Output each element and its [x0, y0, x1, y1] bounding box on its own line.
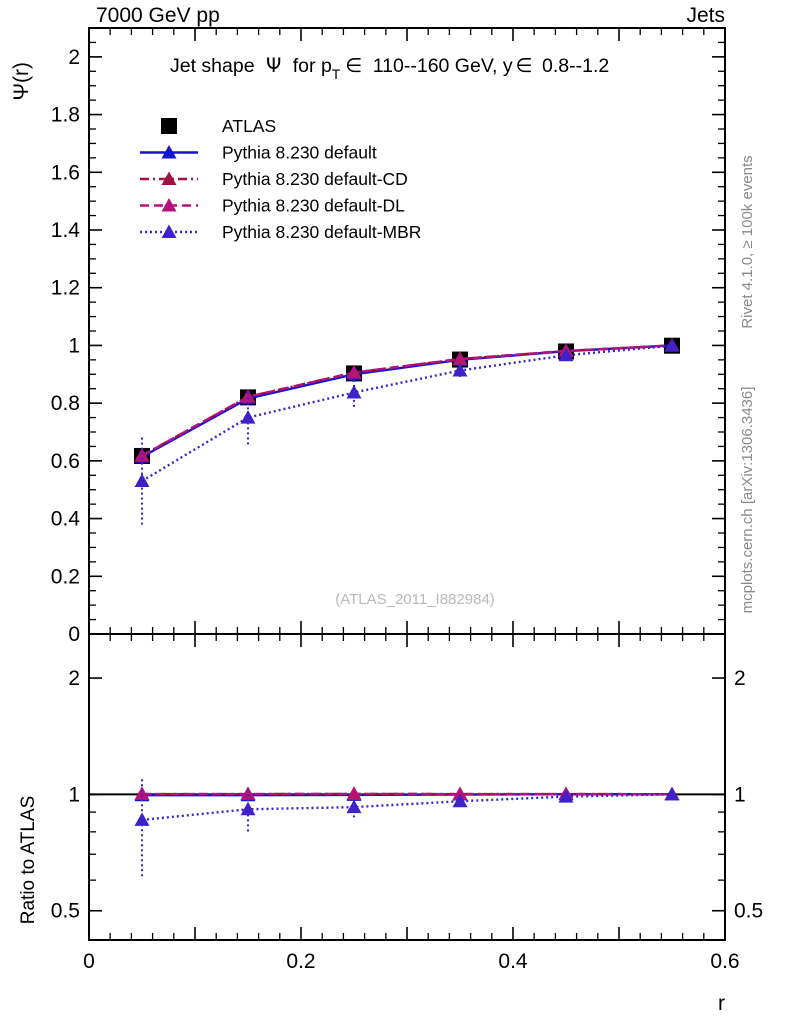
- legend-label: Pythia 8.230 default-MBR: [222, 222, 421, 242]
- y-tick-label: 2: [68, 46, 80, 69]
- header-beam-label: 7000 GeV pp: [96, 4, 220, 27]
- y-tick-label: 0.8: [51, 392, 80, 415]
- main-panel-frame: [88, 27, 726, 635]
- header-category-label: Jets: [686, 4, 725, 27]
- data-marker-triangle: [558, 347, 574, 362]
- legend-item-atlas[interactable]: ATLAS: [161, 116, 276, 136]
- mcplots-source-note: mcplots.cern.ch [arXiv:1306.3436]: [739, 387, 756, 614]
- title-part-d: 0.8--1.2: [542, 55, 609, 77]
- data-marker-triangle: [240, 801, 256, 816]
- x-tick-label: 0.2: [286, 950, 315, 973]
- title-part-c: 110--160 GeV, y: [373, 55, 513, 77]
- y-tick-label: 1.6: [51, 161, 80, 184]
- rivet-version-note: Rivet 4.1.0, ≥ 100k events: [739, 155, 756, 328]
- y-tick-label: 1.4: [51, 219, 81, 242]
- title-part-b: for p: [293, 55, 332, 77]
- data-marker-triangle: [452, 363, 468, 377]
- legend-label: Pythia 8.230 default-CD: [222, 169, 408, 189]
- data-marker-triangle: [134, 473, 150, 488]
- data-marker-triangle: [161, 171, 177, 185]
- legend-label: ATLAS: [222, 116, 276, 136]
- legend-item-pythia-8-230-default-cd[interactable]: Pythia 8.230 default-CD: [140, 169, 408, 189]
- ratio-y-tick-label: 1: [68, 783, 80, 806]
- y-tick-label: 1.8: [51, 104, 80, 127]
- series-pythia-8-230-default: [134, 337, 680, 463]
- data-marker-triangle: [664, 786, 680, 801]
- data-marker-triangle: [664, 338, 680, 352]
- main-axis-ticks: 0 0.2 0.4 0.6 0.8 1 1.2 1.4 1.6 1.8 2: [51, 27, 726, 646]
- x-tick-label: 0.6: [710, 950, 739, 973]
- title-psi-symbol: Ψ: [266, 54, 281, 77]
- plot-title: Jet shape Ψ for pT ∈ 110--160 GeV, y ∈ 0.8…: [170, 54, 609, 82]
- data-marker-triangle: [346, 365, 362, 379]
- data-marker-triangle: [452, 793, 468, 808]
- x-tick-label: 0: [83, 950, 95, 973]
- y-tick-label: 0: [68, 623, 80, 646]
- data-marker-square: [161, 118, 177, 134]
- ratio-series-pythia-8-230-default-mbr: [134, 777, 680, 877]
- data-marker-triangle: [134, 786, 150, 801]
- ratio-y-tick-label-right: 0.5: [734, 900, 763, 923]
- x-axis-label: r: [718, 992, 725, 1015]
- data-marker-triangle: [240, 786, 256, 801]
- data-marker-triangle: [452, 351, 468, 365]
- series-line: [141, 344, 673, 457]
- x-tick-label: 0.4: [498, 950, 528, 973]
- series-pythia-8-230-default-cd: [134, 337, 680, 462]
- legend-item-pythia-8-230-default-mbr[interactable]: Pythia 8.230 default-MBR: [140, 222, 421, 242]
- data-marker-triangle: [346, 384, 362, 399]
- ratio-y-tick-label: 2: [68, 667, 80, 690]
- ratio-y-tick-label-right: 1: [734, 783, 746, 806]
- data-marker-triangle: [558, 789, 574, 803]
- data-marker-triangle: [346, 799, 362, 814]
- y-tick-label: 0.2: [51, 565, 80, 588]
- plot-legend[interactable]: ATLAS Pythia 8.230 default Pythia 8.230 de…: [140, 116, 421, 242]
- svg-text:Jet shape Ψ fo: Jet shape Ψ for pT ∈ 110--160 GeV, y ∈ 0.8…: [170, 54, 609, 82]
- data-marker-triangle: [134, 448, 150, 462]
- y-tick-label: 0.4: [51, 508, 81, 531]
- legend-label: Pythia 8.230 default-DL: [222, 196, 405, 216]
- series-line: [141, 344, 673, 457]
- ratio-series-pythia-8-230-default-dl: [134, 786, 680, 801]
- data-marker-triangle: [161, 145, 177, 159]
- title-part-a: Jet shape: [170, 55, 255, 77]
- series-line: [141, 344, 673, 483]
- main-plot-series: [134, 337, 680, 525]
- y-tick-label: 1.2: [51, 277, 80, 300]
- title-element-of-1: ∈: [345, 54, 362, 77]
- legend-item-pythia-8-230-default[interactable]: Pythia 8.230 default: [140, 143, 377, 163]
- ratio-plot-series: [134, 777, 680, 877]
- y-tick-label: 1: [68, 334, 80, 357]
- data-marker-triangle: [240, 389, 256, 403]
- title-subscript-pt: T: [332, 66, 341, 82]
- series-atlas: [134, 337, 680, 464]
- ratio-y-tick-label: 0.5: [51, 900, 80, 923]
- data-marker-triangle: [452, 786, 468, 801]
- ratio-series-line: [141, 793, 673, 822]
- data-marker-triangle: [161, 198, 177, 212]
- y-axis-label-ratio: Ratio to ATLAS: [18, 796, 39, 925]
- analysis-id-watermark: (ATLAS_2011_I882984): [335, 591, 495, 608]
- data-marker-triangle: [346, 786, 362, 800]
- data-marker-triangle: [161, 224, 177, 238]
- legend-label: Pythia 8.230 default: [222, 143, 377, 163]
- series-pythia-8-230-default-mbr: [134, 338, 680, 525]
- series-pythia-8-230-default-dl: [134, 337, 680, 462]
- data-marker-triangle: [240, 410, 256, 424]
- legend-item-pythia-8-230-default-dl[interactable]: Pythia 8.230 default-DL: [140, 196, 405, 216]
- y-tick-label: 0.6: [51, 450, 80, 473]
- data-marker-triangle: [134, 812, 150, 826]
- y-axis-label-main: Ψ(r): [10, 62, 33, 101]
- ratio-panel-frame: [88, 633, 726, 941]
- ratio-y-tick-label-right: 2: [734, 667, 746, 690]
- series-line: [141, 344, 673, 458]
- title-element-of-2: ∈: [516, 54, 533, 77]
